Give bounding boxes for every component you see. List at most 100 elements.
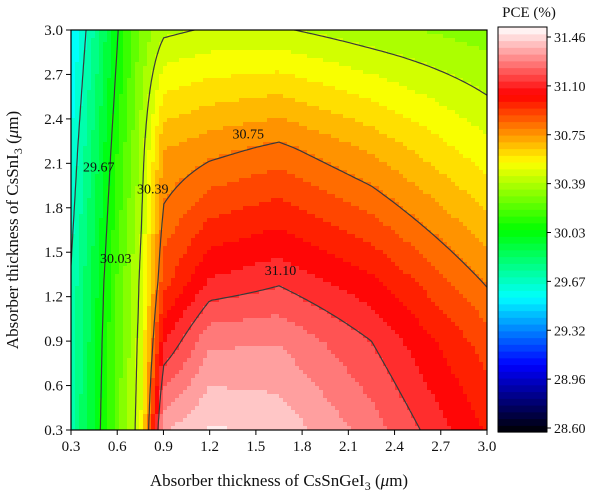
contour-cell: [379, 54, 384, 59]
contour-cell: [111, 206, 116, 211]
contour-cell: [319, 70, 324, 75]
contour-cell: [271, 38, 276, 43]
contour-cell: [187, 114, 192, 119]
contour-cell: [215, 138, 220, 143]
contour-cell: [379, 30, 384, 35]
contour-cell: [139, 94, 144, 99]
contour-cell: [399, 126, 404, 131]
contour-cell: [299, 102, 304, 107]
contour-cell: [235, 86, 240, 91]
contour-cell: [311, 66, 316, 71]
contour-cell: [435, 202, 440, 207]
contour-cell: [211, 38, 216, 43]
contour-cell: [375, 74, 380, 79]
contour-cell: [307, 130, 312, 135]
contour-cell: [255, 218, 260, 223]
contour-cell: [75, 38, 80, 43]
contour-cell: [435, 114, 440, 119]
contour-cell: [391, 210, 396, 215]
contour-cell: [235, 78, 240, 83]
contour-cell: [391, 150, 396, 155]
contour-cell: [399, 118, 404, 123]
contour-cell: [159, 130, 164, 135]
contour-cell: [135, 194, 140, 199]
contour-cell: [163, 82, 168, 87]
contour-cell: [331, 150, 336, 155]
contour-cell: [231, 70, 236, 75]
contour-cell: [167, 150, 172, 155]
contour-cell: [431, 94, 436, 99]
contour-cell: [143, 114, 148, 119]
contour-cell: [359, 142, 364, 147]
contour-cell: [427, 46, 432, 51]
contour-cell: [143, 210, 148, 215]
contour-cell: [291, 38, 296, 43]
contour-cell: [291, 170, 296, 175]
contour-cell: [339, 110, 344, 115]
contour-cell: [483, 206, 487, 211]
contour-cell: [451, 154, 456, 159]
contour-cell: [135, 110, 140, 115]
contour-cell: [227, 214, 232, 219]
contour-cell: [327, 78, 332, 83]
contour-cell: [123, 66, 128, 71]
contour-cell: [435, 122, 440, 127]
contour-cell: [475, 198, 480, 203]
contour-cell: [331, 206, 336, 211]
contour-cell: [295, 130, 300, 135]
contour-cell: [287, 206, 292, 211]
contour-cell: [119, 54, 124, 59]
contour-cell: [343, 198, 348, 203]
contour-cell: [407, 54, 412, 59]
contour-cell: [155, 46, 160, 51]
contour-cell: [171, 122, 176, 127]
contour-cell: [127, 86, 132, 91]
contour-cell: [415, 150, 420, 155]
contour-cell: [75, 118, 80, 123]
contour-cell: [459, 86, 464, 91]
contour-cell: [351, 70, 356, 75]
contour-cell: [231, 202, 236, 207]
contour-cell: [359, 122, 364, 127]
contour-cell: [467, 70, 472, 75]
contour-cell: [455, 198, 460, 203]
contour-cell: [391, 198, 396, 203]
contour-cell: [307, 106, 312, 111]
contour-cell: [371, 58, 376, 63]
contour-cell: [483, 134, 487, 139]
contour-cell: [475, 114, 480, 119]
contour-cell: [295, 158, 300, 163]
contour-cell: [227, 90, 232, 95]
contour-cell: [467, 102, 472, 107]
contour-cell: [199, 42, 204, 47]
contour-cell: [363, 78, 368, 83]
contour-cell: [147, 206, 152, 211]
contour-cell: [203, 218, 208, 223]
contour-cell: [335, 54, 340, 59]
contour-cell: [295, 198, 300, 203]
contour-cell: [191, 162, 196, 167]
contour-cell: [159, 78, 164, 83]
contour-cell: [267, 86, 272, 91]
contour-cell: [355, 122, 360, 127]
contour-cell: [247, 102, 252, 107]
contour-cell: [115, 190, 120, 195]
contour-cell: [107, 90, 112, 95]
contour-cell: [367, 126, 372, 131]
contour-cell: [475, 202, 480, 207]
contour-cell: [431, 170, 436, 175]
contour-cell: [191, 102, 196, 107]
contour-cell: [411, 38, 416, 43]
contour-cell: [443, 170, 448, 175]
contour-cell: [119, 202, 124, 207]
contour-cell: [203, 90, 208, 95]
contour-cell: [191, 34, 196, 39]
contour-cell: [459, 98, 464, 103]
contour-cell: [315, 90, 320, 95]
contour-cell: [147, 50, 152, 55]
contour-cell: [79, 186, 84, 191]
contour-cell: [455, 114, 460, 119]
contour-cell: [475, 126, 480, 131]
contour-cell: [75, 134, 80, 139]
contour-cell: [451, 66, 456, 71]
